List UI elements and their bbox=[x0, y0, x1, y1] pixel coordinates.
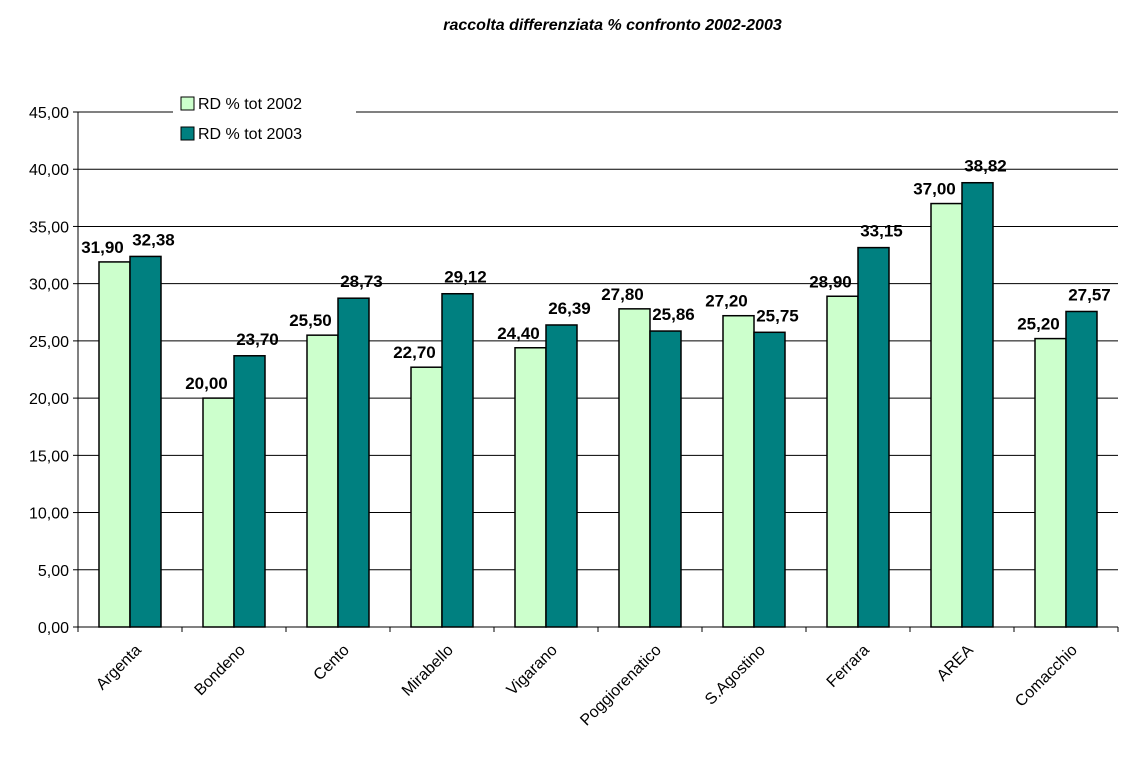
data-label: 31,90 bbox=[81, 238, 124, 257]
bar bbox=[1065, 310, 1098, 628]
data-label: 26,39 bbox=[548, 299, 591, 318]
bar bbox=[306, 334, 339, 628]
x-tick-label: Argenta bbox=[93, 642, 145, 694]
bar bbox=[649, 330, 682, 628]
legend-swatch bbox=[180, 126, 195, 141]
bar bbox=[722, 314, 755, 628]
x-tick-label: Ferrara bbox=[824, 642, 873, 691]
x-tick-label: Poggiorenatico bbox=[577, 642, 665, 730]
data-label: 28,90 bbox=[809, 272, 852, 291]
data-label: 27,80 bbox=[601, 285, 644, 304]
data-label: 22,70 bbox=[393, 343, 436, 362]
data-label: 28,73 bbox=[340, 272, 383, 291]
data-label: 23,70 bbox=[236, 330, 279, 349]
legend-label: RD % tot 2002 bbox=[198, 96, 302, 113]
data-label: 20,00 bbox=[185, 374, 228, 393]
data-label: 25,75 bbox=[756, 306, 799, 325]
legend-label: RD % tot 2003 bbox=[198, 126, 302, 143]
bar bbox=[129, 255, 162, 628]
x-tick-label: Cento bbox=[311, 642, 353, 684]
y-tick-label: 45,00 bbox=[29, 105, 69, 122]
y-tick-label: 30,00 bbox=[29, 277, 69, 294]
bar bbox=[441, 292, 474, 628]
data-label: 27,20 bbox=[705, 292, 748, 311]
data-label: 25,86 bbox=[652, 305, 695, 324]
x-tick-label: Bondeno bbox=[192, 642, 249, 699]
x-tick-label: AREA bbox=[934, 642, 977, 685]
bar bbox=[98, 261, 131, 628]
y-tick-label: 15,00 bbox=[29, 448, 69, 465]
legend-swatch bbox=[180, 96, 195, 111]
x-tick-label: Vigarano bbox=[504, 642, 561, 699]
data-label: 25,50 bbox=[289, 311, 332, 330]
data-label: 33,15 bbox=[860, 222, 903, 241]
data-label: 32,38 bbox=[132, 230, 175, 249]
y-tick-label: 25,00 bbox=[29, 334, 69, 351]
bar bbox=[753, 331, 786, 628]
data-label: 27,57 bbox=[1068, 285, 1111, 304]
bar bbox=[233, 355, 266, 628]
y-tick-label: 5,00 bbox=[38, 563, 69, 580]
x-tick-label: Comacchio bbox=[1012, 642, 1081, 711]
bar bbox=[202, 397, 235, 628]
bar bbox=[826, 295, 859, 628]
bar bbox=[410, 366, 443, 628]
y-tick-label: 40,00 bbox=[29, 162, 69, 179]
bar bbox=[514, 347, 547, 628]
x-tick-label: Mirabello bbox=[399, 642, 457, 700]
chart-title: raccolta differenziata % confronto 2002-… bbox=[443, 17, 782, 34]
y-tick-label: 35,00 bbox=[29, 219, 69, 236]
y-tick-label: 10,00 bbox=[29, 506, 69, 523]
bar bbox=[857, 246, 890, 628]
data-label: 25,20 bbox=[1017, 315, 1060, 334]
data-label: 37,00 bbox=[913, 180, 956, 199]
data-label: 38,82 bbox=[964, 157, 1007, 176]
bar bbox=[930, 202, 963, 628]
data-label: 29,12 bbox=[444, 268, 487, 287]
x-tick-label: S.Agostino bbox=[702, 642, 769, 709]
legend-box bbox=[173, 88, 356, 158]
bar bbox=[337, 297, 370, 628]
bar bbox=[1034, 337, 1067, 628]
bar bbox=[618, 308, 651, 628]
bar bbox=[961, 181, 994, 628]
y-tick-label: 20,00 bbox=[29, 391, 69, 408]
y-tick-label: 0,00 bbox=[38, 620, 69, 637]
data-label: 24,40 bbox=[497, 324, 540, 343]
bar bbox=[545, 324, 578, 628]
